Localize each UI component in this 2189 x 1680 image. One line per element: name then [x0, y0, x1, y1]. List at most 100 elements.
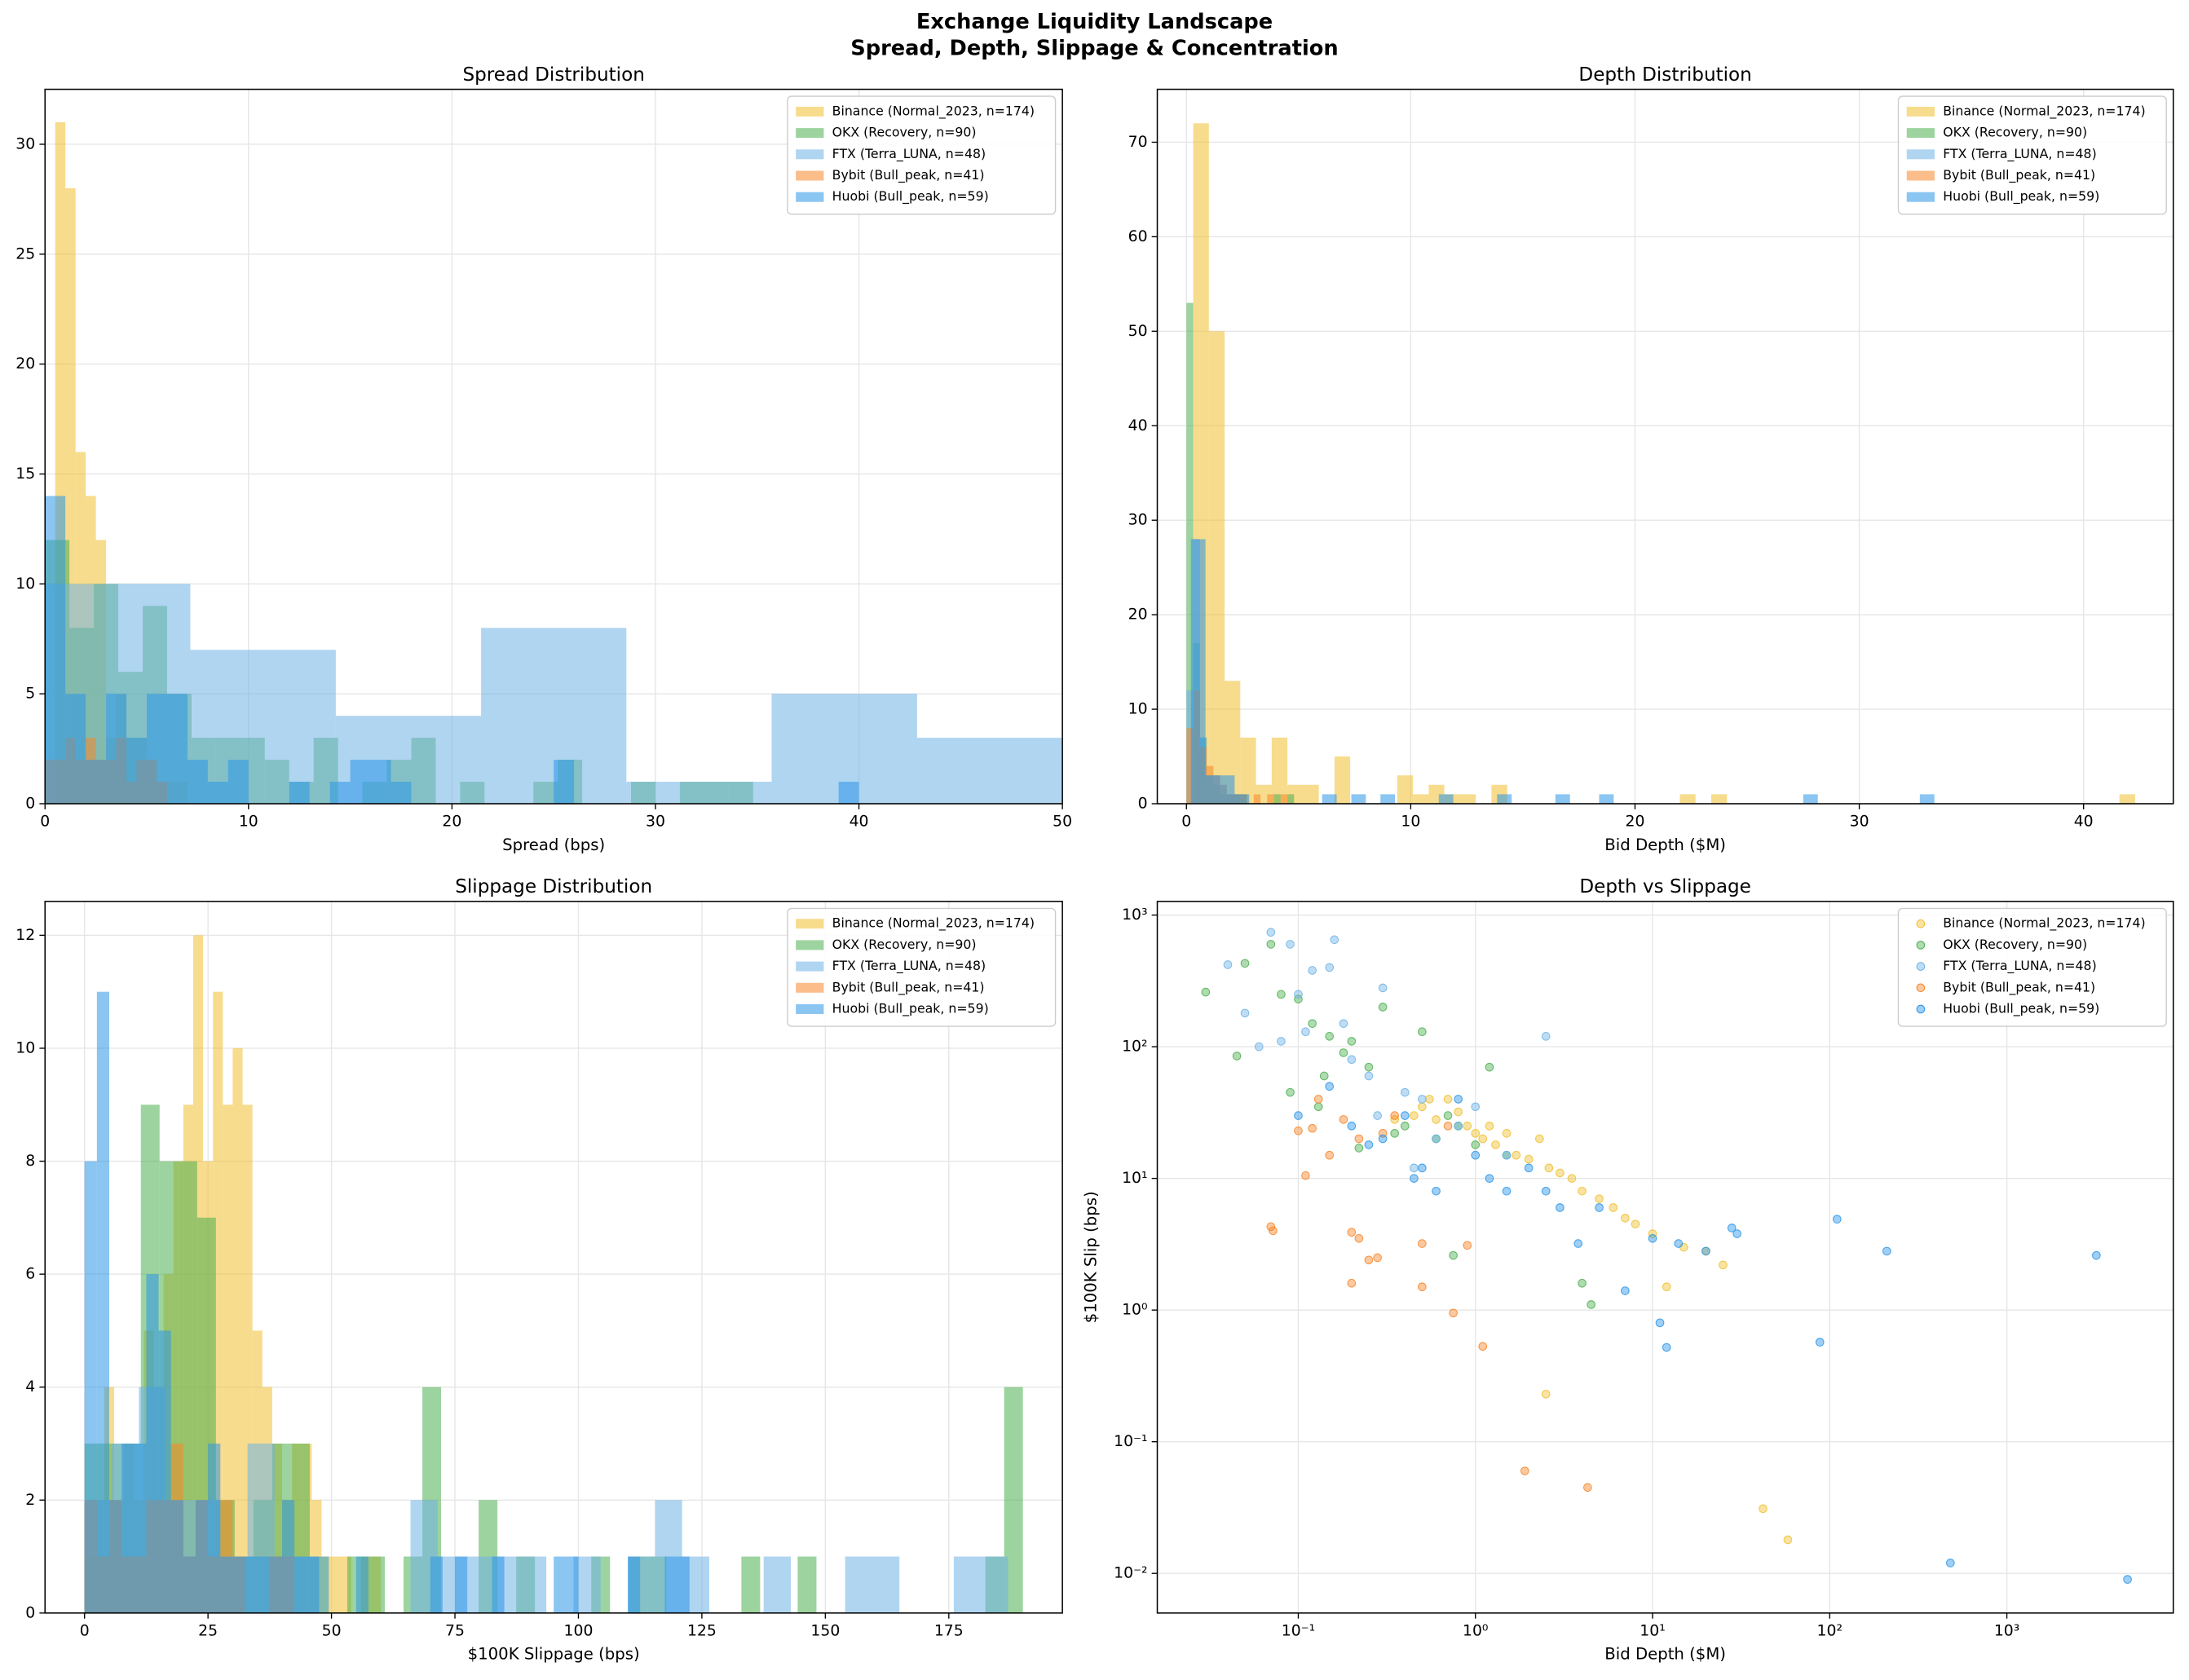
histogram-bar — [370, 760, 391, 804]
scatter-point — [1621, 1286, 1630, 1295]
scatter-point — [1354, 1134, 1364, 1144]
x-tick-label: 10⁰ — [1463, 1623, 1488, 1640]
scatter-point — [1410, 1174, 1419, 1183]
y-tick-label: 20 — [15, 355, 35, 373]
scatter-point — [1373, 1111, 1382, 1120]
axes-frame — [1156, 88, 2174, 805]
scatter-point — [1294, 994, 1303, 1003]
x-tick-label: 10¹ — [1640, 1623, 1665, 1640]
histogram-bar — [166, 694, 188, 804]
x-axis-label: Bid Depth ($M) — [1604, 1645, 1726, 1664]
histogram-bar — [108, 1500, 122, 1613]
scatter-point — [1418, 1095, 1427, 1104]
histogram-bar — [1271, 737, 1288, 804]
legend-swatch — [1906, 192, 1935, 202]
scatter-point — [2092, 1250, 2101, 1260]
scatter-point — [1491, 1140, 1500, 1149]
scatter-point — [1595, 1194, 1604, 1203]
scatter-point — [1648, 1233, 1657, 1243]
scatter-point — [1294, 1126, 1303, 1135]
scatter-point — [1573, 1239, 1583, 1248]
scatter-point — [1478, 1342, 1488, 1351]
scatter-point — [1541, 1389, 1551, 1399]
x-tick-label: 100 — [564, 1623, 594, 1640]
scatter-point — [1524, 1163, 1534, 1173]
y-tick-label: 10 — [1128, 701, 1148, 718]
legend-swatch — [796, 940, 824, 950]
histogram-bar — [1322, 794, 1337, 804]
scatter-point — [1425, 1095, 1434, 1104]
y-tick-label: 25 — [15, 245, 35, 262]
scatter-point — [1759, 1504, 1768, 1514]
legend-label: Binance (Normal_2023, n=174) — [832, 915, 1035, 932]
scatter-point — [1432, 1115, 1441, 1124]
scatter-point — [1662, 1282, 1671, 1292]
scatter-point — [1946, 1559, 1955, 1568]
legend-swatch — [1906, 128, 1935, 139]
scatter-point — [1631, 1219, 1640, 1228]
histogram-bar — [208, 1443, 221, 1613]
panel-title: Depth Distribution — [1578, 64, 1751, 86]
scatter-point — [1471, 1140, 1481, 1149]
histogram-bar — [628, 1556, 641, 1613]
scatter-point — [1378, 1134, 1388, 1144]
histogram-bar — [953, 1556, 982, 1613]
y-tick-label: 12 — [15, 927, 35, 944]
scatter-point — [1449, 1308, 1458, 1318]
y-tick-label: 0 — [25, 1604, 35, 1621]
histogram-bar — [2119, 794, 2135, 804]
x-tick-label: 125 — [687, 1623, 717, 1640]
histogram-bar — [331, 1556, 342, 1613]
scatter-point — [1266, 1222, 1276, 1232]
scatter-point — [1882, 1246, 1891, 1256]
y-tick-label: 30 — [15, 135, 35, 152]
plot-area — [1186, 123, 2135, 804]
y-tick-label: 10³ — [1122, 906, 1147, 924]
histogram-bar — [1413, 794, 1429, 804]
histogram-bar — [554, 760, 575, 804]
legend-marker — [1916, 962, 1926, 971]
scatter-point — [1277, 990, 1286, 999]
histogram-bar — [1234, 794, 1250, 804]
legend-box — [1897, 907, 2167, 1027]
legend-label: OKX (Recovery, n=90) — [1943, 125, 2087, 140]
legend-label: OKX (Recovery, n=90) — [832, 937, 977, 952]
x-tick-label: 10² — [1817, 1623, 1843, 1640]
histogram-bar — [916, 738, 1063, 804]
histogram-bar — [86, 760, 107, 804]
histogram-bar — [1280, 794, 1288, 804]
scatter-point — [1662, 1343, 1671, 1352]
y-tick-label: 2 — [25, 1492, 35, 1509]
histogram-bar — [664, 1556, 677, 1613]
scatter-point — [1512, 1150, 1521, 1160]
scatter-point — [1454, 1095, 1463, 1104]
legend-swatch — [1906, 149, 1935, 160]
legend-label: Huobi (Bull_peak, n=59) — [1943, 1000, 2099, 1016]
histogram-bar — [1287, 794, 1295, 804]
y-tick-label: 60 — [1128, 228, 1148, 245]
scatter-point — [1364, 1255, 1374, 1265]
y-tick-label: 6 — [25, 1266, 35, 1283]
histogram-bar — [1555, 794, 1570, 804]
histogram-bar — [190, 650, 336, 804]
scatter-point — [1347, 1055, 1357, 1065]
histogram-bar — [147, 694, 167, 804]
scatter-point — [1301, 1027, 1310, 1037]
x-tick-label: 10 — [1401, 814, 1420, 831]
scatter-point — [1454, 1107, 1463, 1117]
legend-label: OKX (Recovery, n=90) — [1943, 937, 2087, 952]
scatter-point — [1556, 1203, 1565, 1212]
scatter-point — [1308, 966, 1317, 975]
axes-frame — [44, 901, 1063, 1614]
scatter-point — [1418, 1102, 1427, 1112]
axes-frame — [44, 88, 1063, 805]
scatter-point — [1587, 1300, 1595, 1309]
histogram-bar — [355, 1556, 369, 1613]
scatter-point — [1240, 959, 1250, 968]
panel-title: Slippage Distribution — [455, 876, 652, 897]
legend-label: Bybit (Bull_peak, n=41) — [1943, 167, 2095, 183]
histogram-bar — [1190, 539, 1206, 804]
histogram-bar — [329, 782, 351, 804]
scatter-point — [1443, 1095, 1453, 1104]
